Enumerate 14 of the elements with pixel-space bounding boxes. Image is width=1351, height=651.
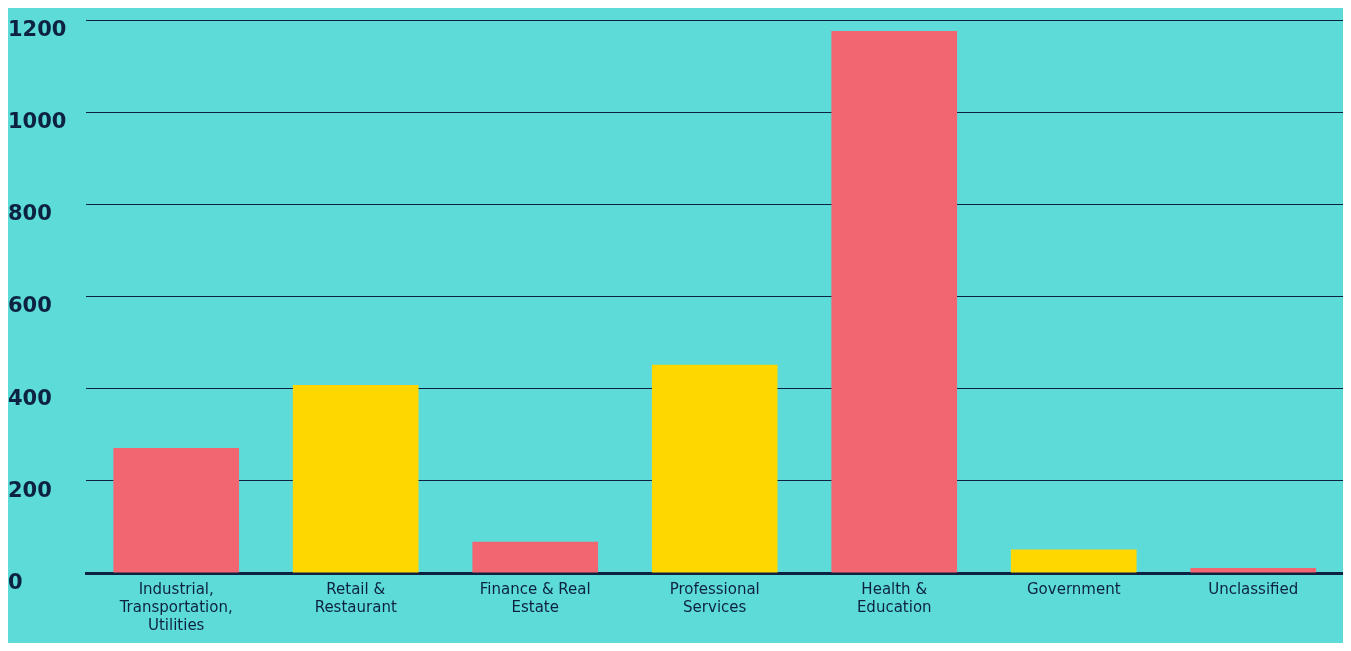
x-tick-label: Unclassified <box>1208 579 1299 598</box>
y-tick-label: 200 <box>8 477 52 502</box>
y-tick-label: 400 <box>8 385 52 410</box>
x-tick-label: Finance & Real Estate <box>479 579 591 616</box>
x-tick-label: Health & Education <box>856 579 932 616</box>
x-tick-label: Professional Services <box>669 579 760 616</box>
x-tick-label: Government <box>1026 579 1121 598</box>
x-tick-label: Retail & Restaurant <box>314 579 397 616</box>
y-tick-label: 0 <box>8 569 23 594</box>
y-tick-label: 1200 <box>8 16 67 41</box>
y-tick-label: 1000 <box>8 109 67 134</box>
y-tick-label: 800 <box>8 201 52 226</box>
y-tick-label: 600 <box>8 293 52 318</box>
x-tick-label: Industrial, Transportation, Utilities <box>118 579 233 634</box>
